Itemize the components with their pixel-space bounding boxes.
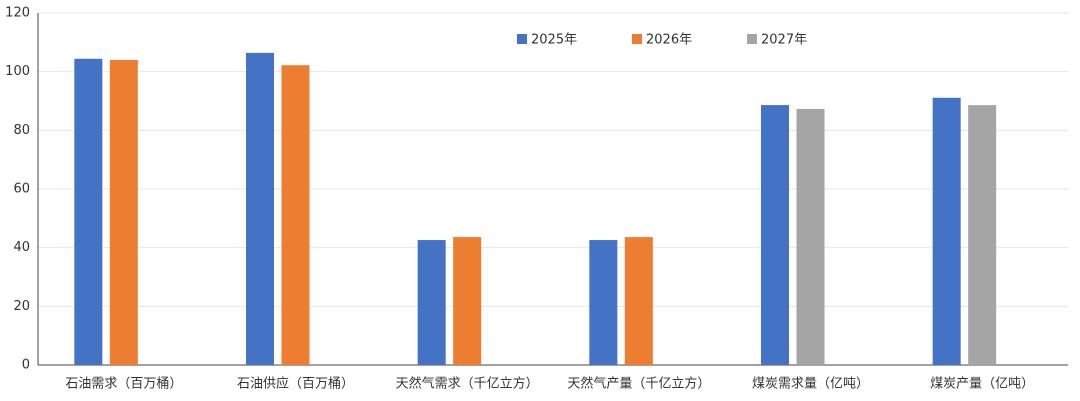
bar [417,240,446,365]
y-tick-label: 60 [13,182,30,197]
x-tick-label: 石油需求（百万桶） [65,377,182,392]
bar [968,105,997,366]
x-tick-label: 煤炭产量（亿吨） [930,377,1034,392]
legend-label: 2025年 [531,33,577,48]
x-tick-label: 煤炭需求量（亿吨） [752,377,869,392]
y-tick-label: 80 [13,123,30,138]
y-tick-label: 100 [5,64,30,79]
legend-swatch [747,34,757,44]
bar [281,65,310,366]
y-tick-label: 0 [22,358,30,373]
bar [761,105,789,366]
x-tick-label: 天然气需求（千亿立方） [396,376,539,392]
y-tick-label: 20 [13,299,30,314]
legend-swatch [632,34,642,44]
bar [796,108,825,366]
bar [109,59,138,365]
bar [246,52,274,365]
y-tick-label: 40 [13,240,30,255]
bar [624,237,653,365]
bar [589,240,618,365]
bar [453,237,482,365]
bar [932,97,961,366]
legend-swatch [517,34,527,44]
x-tick-label: 石油供应（百万桶） [237,376,354,392]
x-tick-label: 天然气产量（千亿立方） [567,376,710,392]
legend-label: 2026年 [646,33,692,48]
bar [74,58,103,365]
y-tick-label: 120 [5,6,30,21]
legend-label: 2027年 [761,33,807,48]
